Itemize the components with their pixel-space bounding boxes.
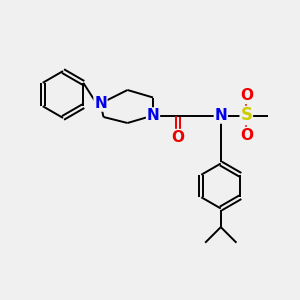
Text: N: N [214,108,227,123]
Text: O: O [240,128,253,142]
Text: O: O [240,88,253,104]
Text: N: N [147,108,159,123]
Text: S: S [240,106,252,124]
Text: N: N [94,96,107,111]
Text: O: O [171,130,184,145]
